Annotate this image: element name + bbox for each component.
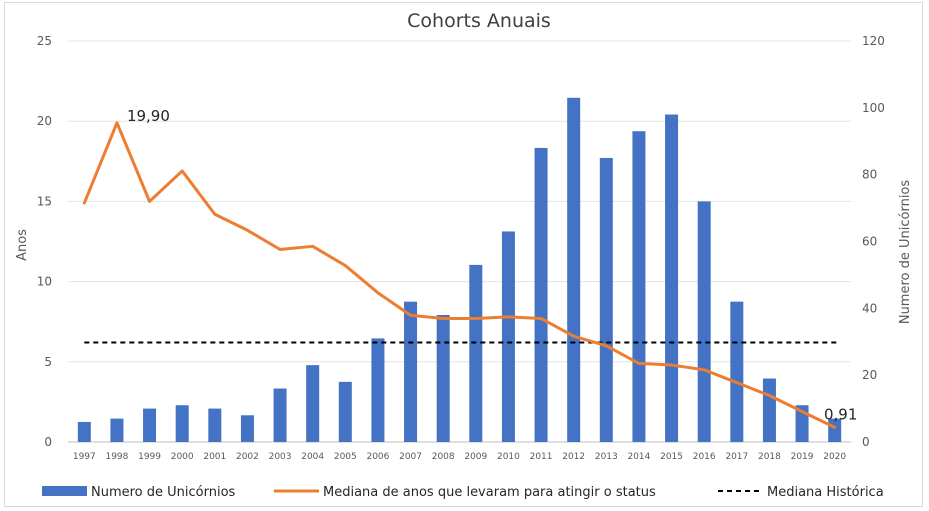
bar <box>110 418 124 442</box>
y-left-tick-label: 20 <box>37 114 52 128</box>
data-label: 19,90 <box>127 107 170 125</box>
x-tick-label: 2006 <box>366 452 389 462</box>
x-tick-label: 2017 <box>725 452 748 462</box>
bar <box>404 301 418 442</box>
x-tick-label: 2016 <box>693 452 716 462</box>
x-tick-label: 2001 <box>203 452 226 462</box>
legend-label: Mediana de anos que levaram para atingir… <box>323 485 656 500</box>
bar <box>240 415 254 442</box>
bar <box>632 131 646 442</box>
bar <box>534 147 548 442</box>
y-left-tick-label: 5 <box>44 355 52 369</box>
bar <box>567 97 581 442</box>
y-left-tick-label: 10 <box>37 275 52 289</box>
y-left-tick-label: 0 <box>44 435 52 449</box>
legend: Numero de Unicórnios Mediana de anos que … <box>42 485 884 500</box>
bar-series <box>77 97 842 443</box>
y-left-tick-label: 15 <box>37 194 52 208</box>
x-tick-label: 2008 <box>432 452 455 462</box>
median-years-line <box>82 121 837 429</box>
bar <box>501 231 515 442</box>
x-tick-label: 2005 <box>334 452 357 462</box>
x-tick-label: 2018 <box>758 452 781 462</box>
data-labels: 19,90 0,91 <box>127 107 857 424</box>
bar <box>469 264 483 442</box>
x-tick-label: 1997 <box>73 452 96 462</box>
x-tick-label: 2007 <box>399 452 422 462</box>
bar <box>338 381 352 442</box>
bar <box>436 315 450 442</box>
x-tick-label: 2015 <box>660 452 683 462</box>
x-tick-label: 2020 <box>823 452 846 462</box>
axis-ticks: 0 5 10 15 20 25 0 20 40 60 80 100 120 1997 1998 1999 200… <box>37 34 885 462</box>
x-tick-label: 2012 <box>562 452 585 462</box>
bar <box>175 405 189 442</box>
x-tick-label: 2002 <box>236 452 259 462</box>
x-tick-label: 2019 <box>791 452 814 462</box>
bar <box>208 408 222 442</box>
y-right-tick-label: 80 <box>862 168 877 182</box>
bar <box>273 388 287 442</box>
legend-swatch-bars <box>42 486 87 496</box>
y-right-tick-label: 20 <box>862 368 877 382</box>
x-tick-label: 1998 <box>105 452 128 462</box>
x-tick-label: 2004 <box>301 452 324 462</box>
bar <box>762 378 776 442</box>
bar <box>599 157 613 443</box>
x-tick-label: 2013 <box>595 452 618 462</box>
x-tick-label: 2003 <box>269 452 292 462</box>
x-tick-label: 2000 <box>171 452 194 462</box>
bar <box>143 408 157 442</box>
bar <box>371 338 385 442</box>
bar <box>730 301 744 442</box>
bar <box>77 421 91 442</box>
y-right-tick-label: 60 <box>862 235 877 249</box>
y-right-tick-label: 100 <box>862 101 885 115</box>
x-tick-label: 2009 <box>464 452 487 462</box>
y-axis-left-label: Anos <box>15 229 30 261</box>
legend-label: Mediana Histórica <box>767 485 884 500</box>
y-right-tick-label: 120 <box>862 34 885 48</box>
bar <box>665 114 679 443</box>
x-tick-label: 1999 <box>138 452 161 462</box>
legend-label: Numero de Unicórnios <box>91 485 236 500</box>
median-years-line-group <box>82 121 837 429</box>
y-right-tick-label: 40 <box>862 301 877 315</box>
x-tick-label: 2011 <box>530 452 553 462</box>
bar <box>306 365 320 442</box>
gridlines <box>68 40 851 443</box>
bar <box>697 201 711 442</box>
y-left-tick-label: 25 <box>37 34 52 48</box>
y-axis-right-label: Numero de Unicórnios <box>898 180 913 325</box>
x-tick-label: 2010 <box>497 452 520 462</box>
data-label: 0,91 <box>824 405 857 423</box>
y-right-tick-label: 0 <box>862 435 870 449</box>
x-tick-label: 2014 <box>627 452 650 462</box>
chart-title: Cohorts Anuais <box>407 10 551 32</box>
